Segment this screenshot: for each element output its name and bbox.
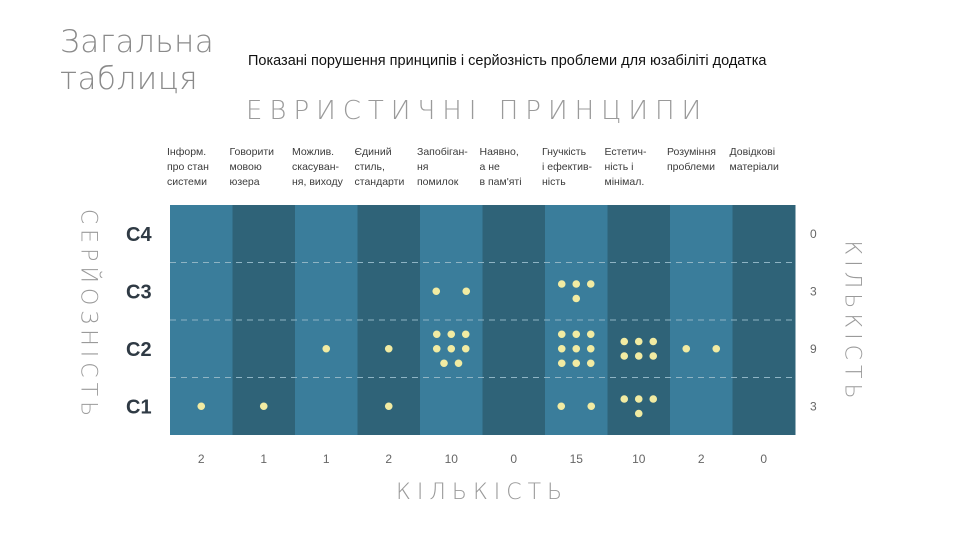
issue-dot bbox=[586, 330, 595, 339]
issue-dot bbox=[572, 294, 581, 303]
issue-dot bbox=[432, 344, 441, 353]
issue-dot bbox=[620, 352, 629, 360]
column-header-label: помилок bbox=[417, 176, 459, 188]
column-background bbox=[420, 205, 483, 435]
column-header-label: матеріали bbox=[730, 161, 779, 173]
issue-dot bbox=[572, 330, 581, 339]
issue-dot bbox=[557, 402, 566, 411]
column-header-label: Інформ. bbox=[167, 146, 206, 158]
column-header-label: проблеми bbox=[667, 161, 715, 173]
row-total-label: 3 bbox=[810, 399, 817, 413]
column-header-label: Єдиний bbox=[355, 146, 392, 158]
column-header-label: Гнучкість bbox=[542, 146, 587, 158]
column-header-label: мовою bbox=[230, 161, 262, 173]
issue-dot bbox=[557, 280, 566, 288]
issue-dot bbox=[572, 344, 581, 353]
issue-dot bbox=[557, 359, 566, 368]
issue-dot bbox=[461, 344, 470, 353]
column-total-label: 10 bbox=[445, 452, 459, 466]
slide-title-line1: Загальна bbox=[60, 24, 215, 60]
issue-dot bbox=[586, 280, 595, 288]
column-header-label: Говорити bbox=[230, 146, 275, 158]
issue-dot bbox=[557, 344, 566, 353]
column-background bbox=[357, 205, 421, 435]
row-total-label: 9 bbox=[810, 342, 817, 356]
column-background bbox=[545, 205, 608, 435]
column-header-label: ня, виходу bbox=[292, 176, 344, 188]
column-header-label: Розуміння bbox=[667, 146, 716, 158]
issue-dot bbox=[432, 330, 441, 339]
issue-dot bbox=[440, 359, 448, 368]
issue-dot bbox=[557, 330, 566, 339]
issue-dot bbox=[586, 359, 595, 368]
column-total-label: 1 bbox=[260, 452, 267, 466]
column-header-label: Можлив. bbox=[292, 146, 334, 158]
severity-row-label: C1 bbox=[126, 396, 152, 418]
column-header-label: ність bbox=[542, 176, 566, 188]
column-total-label: 1 bbox=[323, 452, 330, 466]
issue-dot bbox=[712, 344, 721, 353]
column-header-label: а не bbox=[480, 161, 501, 173]
issue-dot bbox=[384, 344, 393, 353]
issue-dot bbox=[572, 359, 581, 368]
issue-dot bbox=[649, 395, 658, 403]
slide-title: Загальна таблиця bbox=[60, 24, 214, 98]
slide-title-line2: таблиця bbox=[60, 61, 199, 97]
issue-dot bbox=[447, 344, 456, 353]
row-total-label: 0 bbox=[810, 227, 817, 241]
issue-dot bbox=[322, 344, 331, 353]
issue-dot bbox=[447, 330, 456, 339]
issue-dot bbox=[634, 409, 643, 418]
column-header-label: Наявно, bbox=[480, 146, 519, 158]
severity-row-label: C2 bbox=[126, 339, 152, 361]
column-header-label: Естетич- bbox=[605, 146, 647, 158]
issue-dot bbox=[259, 402, 268, 411]
column-total-label: 2 bbox=[385, 452, 392, 466]
issue-dot bbox=[587, 402, 596, 411]
column-header-label: ність і bbox=[605, 161, 634, 173]
issue-dot bbox=[461, 330, 470, 339]
slide-subtitle: Показані порушення принципів і серйозніс… bbox=[248, 53, 767, 69]
issue-dot bbox=[649, 337, 658, 346]
column-header-label: стандарти bbox=[355, 176, 405, 188]
column-header-label: і ефектив- bbox=[542, 161, 593, 173]
severity-row-label: C3 bbox=[126, 281, 152, 303]
column-header-label: в пам'яті bbox=[480, 176, 522, 188]
column-total-label: 10 bbox=[632, 452, 646, 466]
column-header-label: Довідкові bbox=[730, 146, 776, 158]
issue-dot bbox=[682, 344, 691, 353]
column-total-label: 0 bbox=[510, 452, 517, 466]
issue-dot bbox=[586, 344, 595, 353]
issue-dot bbox=[572, 280, 581, 288]
issue-dot bbox=[634, 337, 643, 346]
issue-dot bbox=[384, 402, 393, 411]
column-header-label: скасуван- bbox=[292, 161, 340, 173]
column-header-label: юзера bbox=[230, 176, 260, 188]
column-header-label: системи bbox=[167, 176, 207, 188]
row-total-label: 3 bbox=[810, 284, 817, 298]
principles-axis-title: ЕВРИСТИЧНІ ПРИНЦИПИ bbox=[246, 96, 709, 126]
column-background bbox=[170, 205, 233, 435]
column-header-label: ня bbox=[417, 161, 428, 173]
issue-dot bbox=[197, 402, 206, 411]
column-header-label: про стан bbox=[167, 161, 209, 173]
issue-dot bbox=[620, 395, 629, 403]
issue-dot bbox=[454, 359, 463, 368]
column-header-label: стиль, bbox=[355, 161, 385, 173]
column-total-label: 2 bbox=[198, 452, 205, 466]
issue-dot bbox=[620, 337, 629, 346]
column-header-label: Запобіган- bbox=[417, 146, 468, 158]
issue-dot bbox=[432, 287, 441, 296]
issue-dot bbox=[634, 352, 643, 360]
issue-dot bbox=[649, 352, 658, 360]
issue-dot bbox=[634, 395, 643, 403]
column-total-label: 2 bbox=[698, 452, 705, 466]
column-header-label: мінімал. bbox=[605, 176, 645, 188]
severity-row-label: C4 bbox=[126, 224, 152, 246]
column-total-label: 15 bbox=[570, 452, 584, 466]
issue-dot bbox=[462, 287, 471, 296]
column-total-label: 0 bbox=[760, 452, 767, 466]
column-count-axis-title: КІЛЬКІСТЬ bbox=[396, 480, 569, 505]
